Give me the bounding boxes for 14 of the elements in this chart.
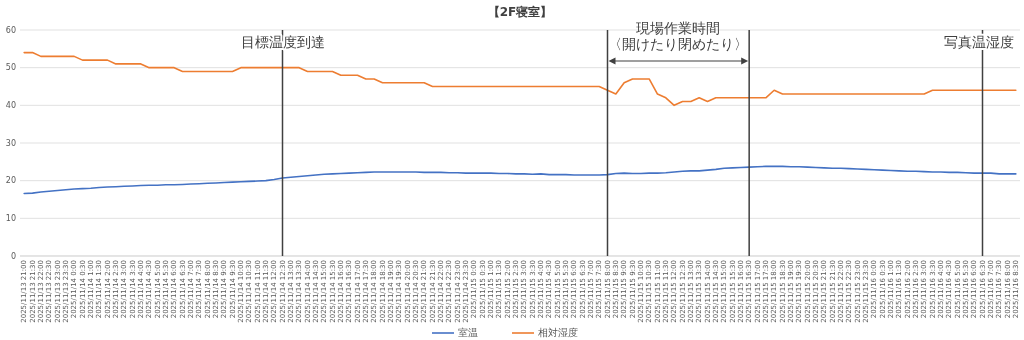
chart-title: 【2F寝室】 [487,5,553,19]
y-tick-label: 0 [10,251,16,261]
line-series [23,165,1017,195]
y-tick-label: 10 [5,213,16,223]
legend-label: 相対湿度 [538,327,578,339]
legend-label: 室温 [458,327,478,339]
line-series [23,51,1017,107]
y-tick-label: 30 [5,138,16,148]
annotation: 現場作業時間 [636,20,721,36]
annotation: 〈開けたり閉めたり〉 [608,36,749,52]
y-tick-label: 20 [5,176,16,186]
y-tick-label: 40 [5,100,16,110]
y-tick-label: 60 [5,25,16,35]
y-tick-label: 50 [5,63,16,73]
